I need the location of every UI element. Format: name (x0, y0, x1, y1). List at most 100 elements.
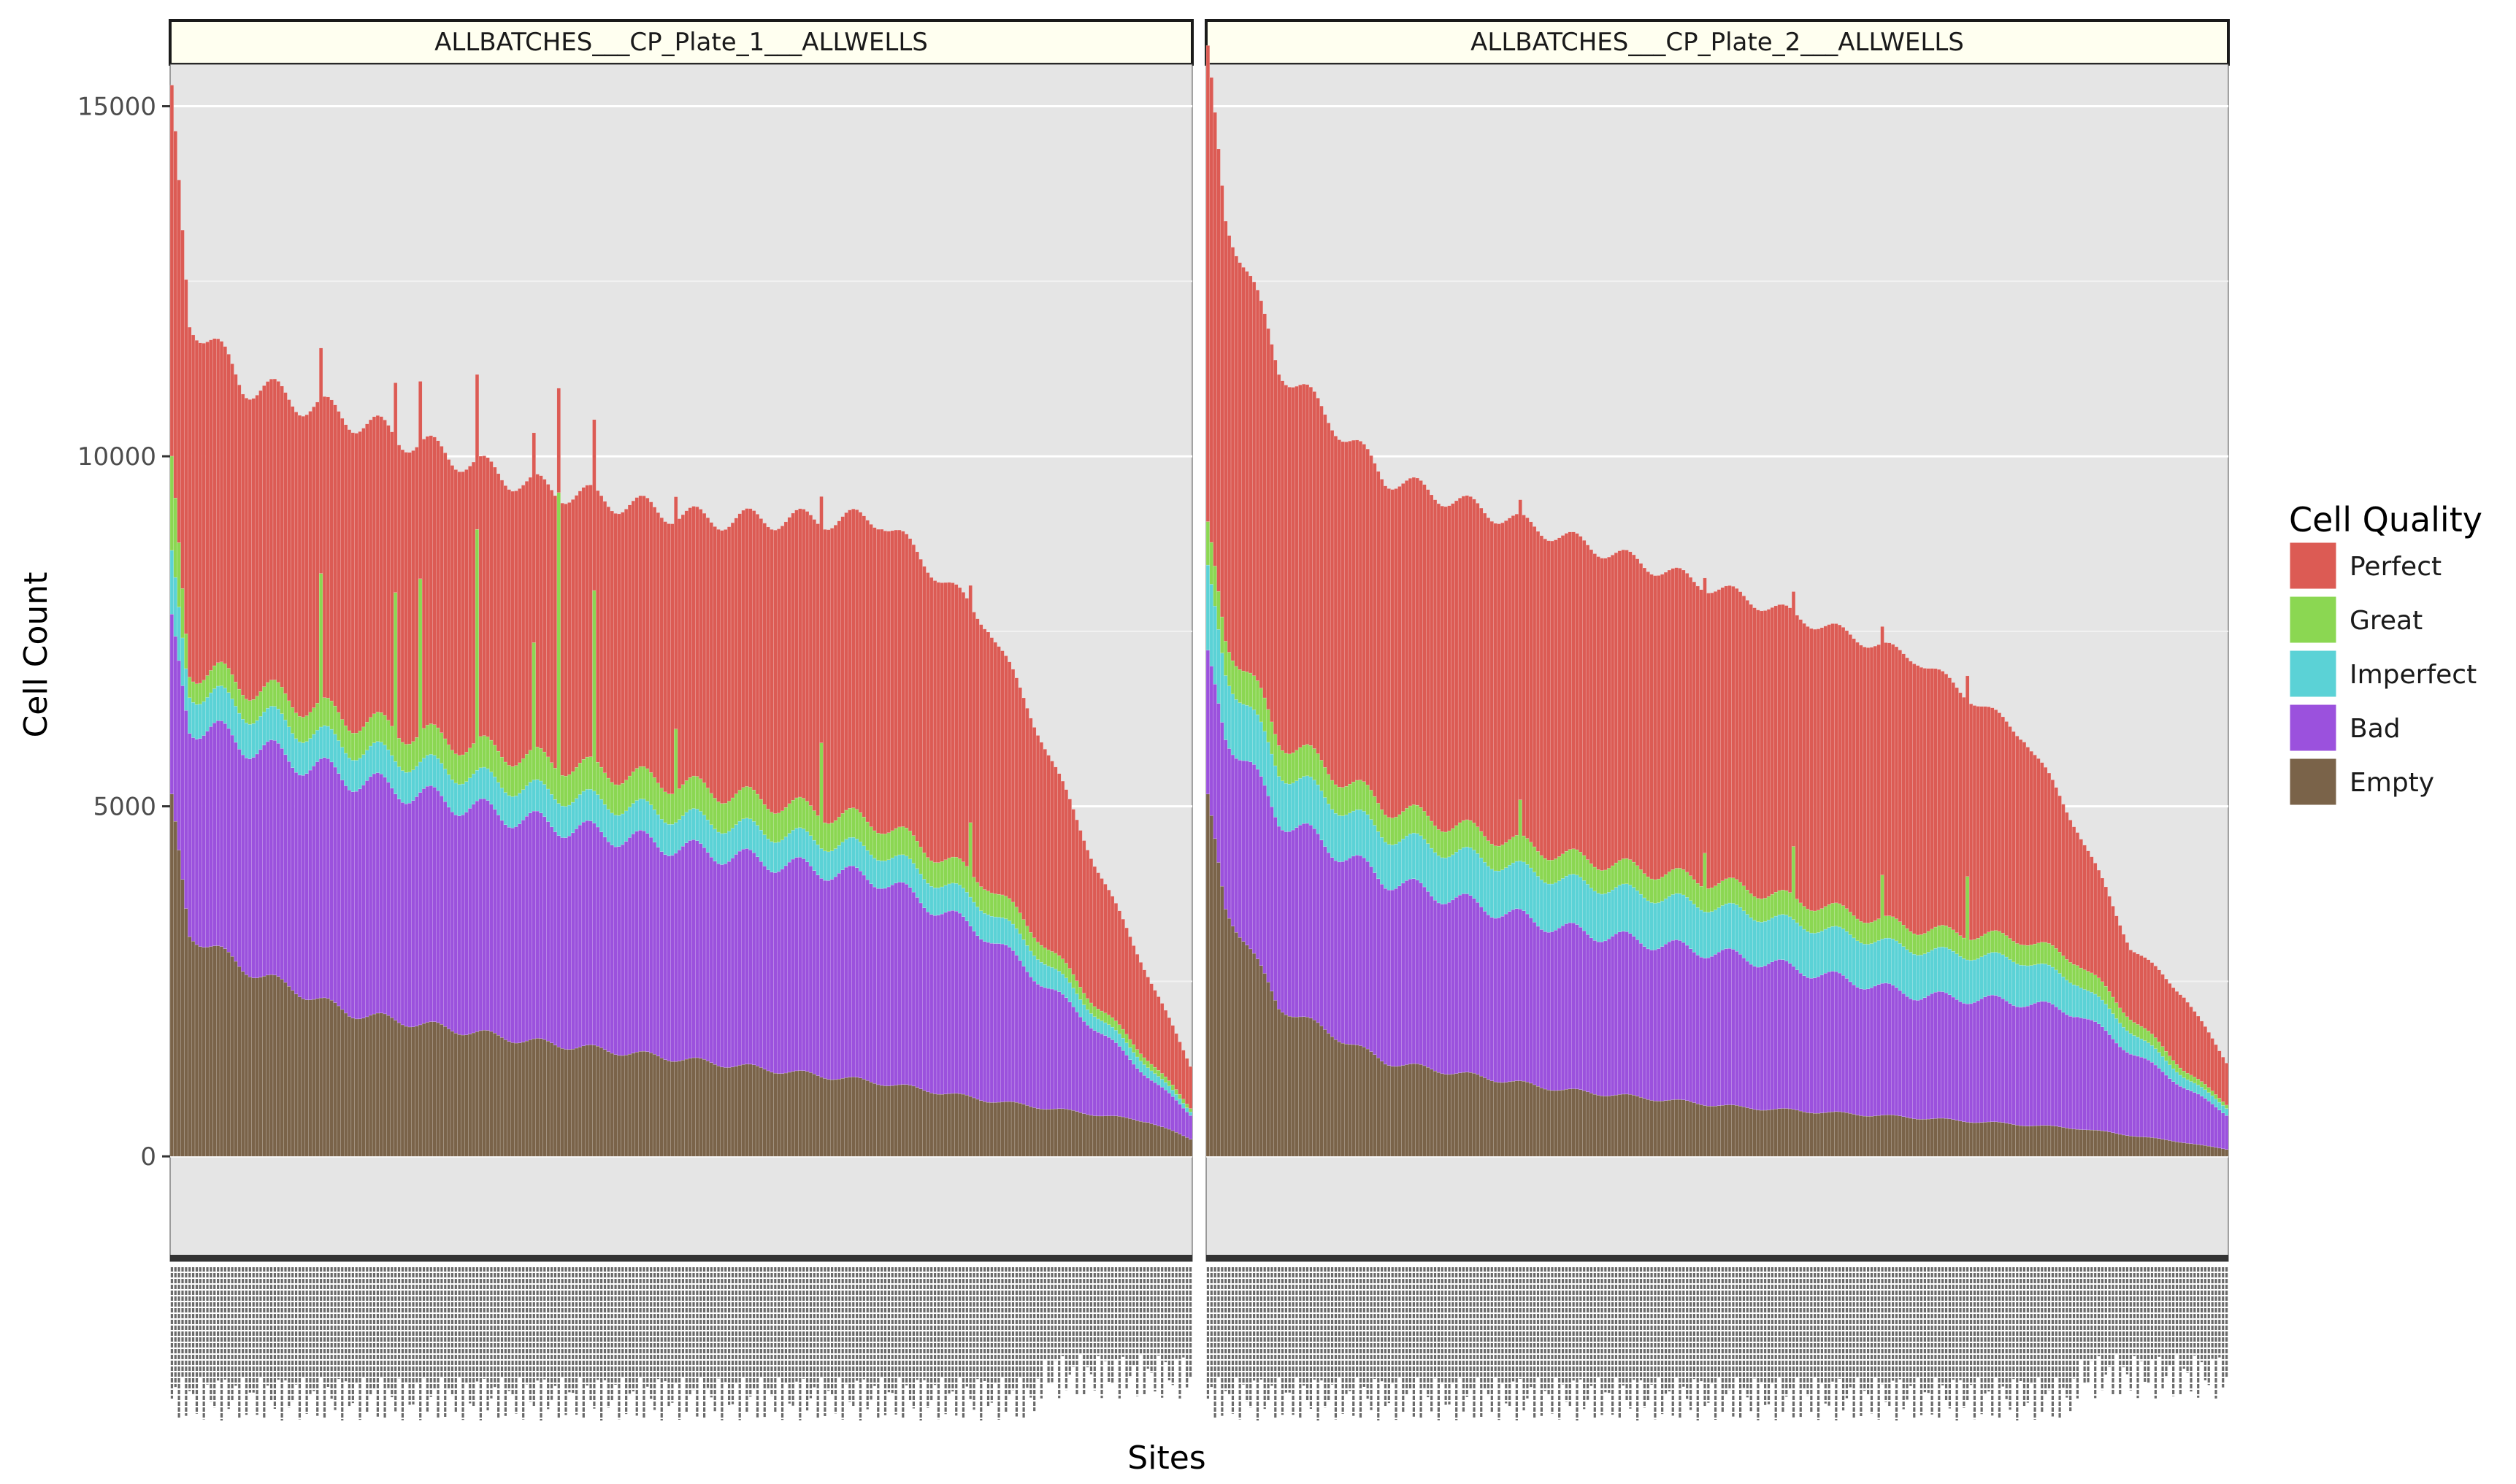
bar-segment-imperfect (354, 760, 358, 792)
bar-segment-empty (1617, 1094, 1622, 1157)
bar-segment-imperfect (858, 842, 863, 872)
bar-segment-imperfect (1078, 999, 1083, 1018)
bar-segment-great (947, 858, 951, 885)
bar-segment-bad (1259, 776, 1263, 966)
bar-segment-bad (1138, 1072, 1143, 1122)
bar-segment-perfect (1926, 668, 1930, 932)
bar-segment-empty (780, 1073, 785, 1157)
bar-segment-bad (266, 741, 270, 976)
bar-segment-empty (283, 982, 288, 1157)
bar-segment-perfect (1600, 558, 1604, 871)
site-bar (1319, 405, 1324, 1157)
site-bar (961, 592, 966, 1157)
bar-segment-empty (865, 1080, 870, 1157)
bar-segment-empty (773, 1073, 778, 1157)
bar-segment-great (983, 889, 987, 914)
bar-segment-empty (691, 1057, 696, 1157)
site-bar (1249, 275, 1253, 1157)
bar-segment-bad (510, 828, 515, 1043)
bar-segment-perfect (1692, 581, 1697, 880)
bar-segment-perfect (1958, 692, 1963, 936)
bar-segment-empty (421, 1023, 426, 1157)
bar-segment-perfect (407, 452, 412, 745)
bar-segment-bad (2075, 1016, 2080, 1130)
bar-segment-perfect (1710, 592, 1714, 888)
bar-segment-bad (972, 931, 976, 1099)
bar-segment-imperfect (961, 888, 966, 917)
bar-segment-bad (964, 920, 969, 1096)
bar-segment-bad (1397, 885, 1402, 1066)
bar-segment-imperfect (1560, 878, 1565, 926)
bar-segment-bad (1337, 861, 1341, 1042)
bar-segment-empty (1582, 1090, 1587, 1157)
site-bar (1426, 489, 1430, 1157)
bar-segment-imperfect (823, 850, 827, 881)
bar-segment-empty (1508, 1081, 1512, 1157)
bar-segment-bad (1884, 983, 1888, 1115)
bar-segment-imperfect (1749, 917, 1753, 965)
bar-segment-empty (1050, 1109, 1054, 1157)
bar-segment-empty (1270, 991, 1274, 1157)
site-bar (1482, 512, 1487, 1157)
bar-segment-great (1432, 826, 1438, 853)
site-bar (1135, 954, 1140, 1157)
bar-segment-great (957, 858, 962, 885)
bar-segment-bad (2090, 1020, 2094, 1131)
bar-segment-perfect (2001, 716, 2005, 934)
bar-segment-bad (528, 812, 533, 1040)
bar-segment-empty (1354, 1045, 1359, 1157)
bar-segment-bad (1855, 987, 1860, 1115)
site-bar (2019, 739, 2023, 1157)
bar-segment-imperfect (766, 838, 770, 870)
bar-segment-imperfect (1614, 887, 1619, 934)
site-bar (1752, 607, 1757, 1157)
bar-segment-great (2082, 969, 2087, 990)
y-tick-label: 5000 (93, 793, 156, 822)
bar-segment-empty (2193, 1144, 2197, 1157)
bar-segment-bad (1773, 960, 1778, 1110)
bar-segment-empty (2047, 1125, 2052, 1157)
bar-segment-perfect (918, 558, 923, 847)
site-bar (478, 455, 483, 1157)
site-bar (1138, 962, 1143, 1157)
bar-segment-perfect (1476, 503, 1480, 827)
bar-segment-empty (599, 1047, 604, 1157)
bar-segment-empty (1132, 1119, 1136, 1157)
bar-segment-perfect (198, 342, 202, 684)
bar-segment-empty (1763, 1110, 1768, 1157)
bar-segment-bad (1323, 846, 1327, 1030)
bar-segment-imperfect (496, 782, 501, 815)
bar-segment-bad (390, 788, 394, 1018)
bar-segment-bad (2011, 1005, 2016, 1125)
bar-segment-imperfect (251, 723, 256, 758)
bar-segment-perfect (1262, 313, 1267, 699)
site-bar (496, 473, 501, 1157)
bar-segment-imperfect (1830, 926, 1835, 972)
bar-segment-perfect (652, 507, 657, 778)
bar-segment-empty (1596, 1095, 1600, 1157)
bar-segment-bad (1327, 852, 1331, 1034)
bar-segment-imperfect (1188, 1112, 1193, 1116)
bar-segment-bad (202, 735, 206, 948)
site-bar (1571, 531, 1576, 1157)
bar-segment-perfect (1344, 442, 1349, 787)
bar-segment-great (354, 733, 358, 761)
bar-segment-imperfect (2065, 980, 2069, 1015)
bar-segment-bad (1497, 918, 1501, 1083)
bar-segment-great (2075, 965, 2080, 986)
bar-segment-bad (1962, 1003, 1966, 1122)
site-bar (1809, 628, 1814, 1157)
site-bar (1955, 687, 1959, 1157)
bar-segment-great (496, 750, 501, 783)
bar-segment-bad (1100, 1034, 1104, 1117)
bar-segment-empty (1976, 1122, 1980, 1157)
site-bar (1770, 607, 1774, 1157)
bar-segment-perfect (1451, 503, 1455, 829)
bar-segment-empty (1064, 1109, 1069, 1157)
y-axis-title: Cell Count (18, 572, 55, 738)
bar-segment-perfect (1841, 627, 1846, 906)
bar-segment-imperfect (1617, 885, 1622, 932)
bar-segment-empty (280, 979, 284, 1157)
bar-segment-bad (1710, 956, 1714, 1107)
bar-segment-empty (1138, 1121, 1143, 1157)
